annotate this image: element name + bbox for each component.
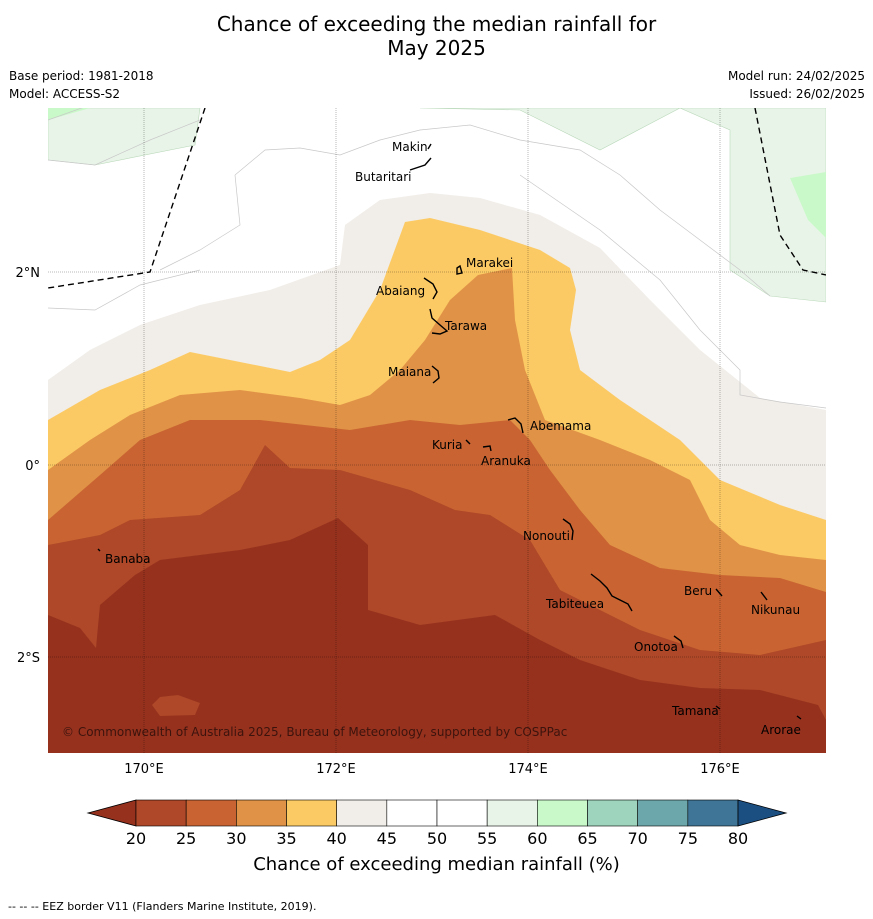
island-kuria bbox=[465, 439, 471, 445]
label-abaiang: Abaiang bbox=[376, 284, 425, 298]
island-abemama bbox=[507, 417, 524, 434]
island-tabiteuea bbox=[590, 573, 633, 612]
eez-border-east bbox=[754, 108, 826, 276]
region-55-60-east bbox=[419, 108, 826, 303]
island-beru bbox=[715, 588, 723, 597]
meta-right: Model run: 24/02/2025 Issued: 26/02/2025 bbox=[728, 67, 865, 103]
label-butaritari: Butaritari bbox=[355, 170, 412, 184]
title-line-1: Chance of exceeding the median rainfall … bbox=[216, 12, 657, 36]
colorbar-tick-45: 45 bbox=[377, 829, 397, 848]
lon-label-174e: 174°E bbox=[508, 762, 548, 777]
island-onotoa bbox=[673, 635, 684, 649]
colorbar-tick-35: 35 bbox=[276, 829, 296, 848]
place-labels: Makin Butaritari Marakei Abaiang Tarawa … bbox=[105, 140, 801, 737]
island-maiana bbox=[431, 365, 440, 384]
model-run: Model run: 24/02/2025 bbox=[727, 69, 865, 83]
label-makin: Makin bbox=[392, 140, 428, 154]
contour-lines bbox=[48, 108, 826, 409]
colorbar-tick-80: 80 bbox=[728, 829, 748, 848]
colorbar: 20 25 30 35 40 45 50 55 60 65 70 75 80 bbox=[86, 799, 788, 848]
colorbar-swatch-25-30 bbox=[185, 799, 237, 827]
island-tamana bbox=[715, 705, 721, 710]
label-tabiteuea: Tabiteuea bbox=[545, 597, 604, 611]
island-coastlines bbox=[97, 143, 802, 720]
label-marakei: Marakei bbox=[466, 256, 513, 270]
model-name: Model: ACCESS-S2 bbox=[9, 87, 121, 101]
label-tarawa: Tarawa bbox=[444, 319, 487, 333]
colorbar-tick-20: 20 bbox=[126, 829, 146, 848]
island-butaritari bbox=[409, 157, 432, 171]
region-60-65-northwest bbox=[48, 108, 90, 120]
colorbar-title: Chance of exceeding median rainfall (%) bbox=[253, 854, 620, 875]
lat-label-2n: 2°N bbox=[16, 266, 41, 281]
island-aranuka bbox=[482, 445, 492, 452]
lat-label-2s: 2°S bbox=[17, 651, 40, 666]
colorbar-tick-30: 30 bbox=[226, 829, 246, 848]
island-tarawa bbox=[429, 308, 449, 335]
copyright-notice: © Commonwealth of Australia 2025, Bureau… bbox=[62, 725, 567, 739]
colorbar-extend-low bbox=[86, 799, 137, 827]
region-20-25-patch bbox=[152, 695, 200, 716]
map-area: Makin Butaritari Marakei Abaiang Tarawa … bbox=[48, 108, 826, 753]
lat-label-0: 0° bbox=[25, 459, 40, 474]
colorbar-swatch-75-80 bbox=[687, 799, 739, 827]
label-nonouti: Nonouti bbox=[523, 529, 570, 543]
base-period: Base period: 1981-2018 bbox=[9, 69, 154, 83]
colorbar-swatch-65-70 bbox=[587, 799, 638, 827]
island-arorae bbox=[796, 715, 802, 720]
colorbar-swatch-50-55 bbox=[436, 799, 488, 827]
label-kuria: Kuria bbox=[432, 438, 463, 452]
colorbar-tick-60: 60 bbox=[527, 829, 547, 848]
lon-label-172e: 172°E bbox=[316, 762, 356, 777]
colorbar-tick-25: 25 bbox=[176, 829, 196, 848]
colorbar-tick-70: 70 bbox=[627, 829, 647, 848]
label-nikunau: Nikunau bbox=[751, 603, 800, 617]
island-nonouti bbox=[562, 518, 574, 541]
meta-left: Base period: 1981-2018 Model: ACCESS-S2 bbox=[9, 67, 154, 103]
label-arorae: Arorae bbox=[761, 723, 801, 737]
label-aranuka: Aranuka bbox=[481, 454, 531, 468]
island-makin bbox=[427, 143, 432, 150]
colorbar-swatch-60-65 bbox=[537, 799, 588, 827]
island-banaba bbox=[97, 548, 101, 552]
eez-border-west bbox=[48, 108, 206, 289]
island-marakei bbox=[456, 264, 463, 275]
axis-labels: 170°E 172°E 174°E 176°E 2°N 0° 2°S bbox=[16, 266, 740, 777]
eez-footnote: -- -- -- EEZ border V11 (Flanders Marine… bbox=[8, 900, 317, 913]
colorbar-swatch-35-40 bbox=[286, 799, 337, 827]
colorbar-tick-65: 65 bbox=[577, 829, 597, 848]
map-title: Chance of exceeding the median rainfall … bbox=[0, 12, 873, 60]
label-tamana: Tamana bbox=[671, 704, 719, 718]
colorbar-tick-50: 50 bbox=[427, 829, 447, 848]
colorbar-extend-high bbox=[737, 799, 788, 827]
colorbar-swatch-20-25 bbox=[135, 799, 187, 827]
colorbar-tick-55: 55 bbox=[477, 829, 497, 848]
colorbar-swatch-45-50 bbox=[386, 799, 438, 827]
label-onotoa: Onotoa bbox=[634, 640, 678, 654]
region-55-60-west bbox=[48, 108, 201, 166]
label-beru: Beru bbox=[684, 584, 712, 598]
colorbar-swatch-30-35 bbox=[236, 799, 287, 827]
region-below-20 bbox=[48, 518, 826, 753]
colorbar-tick-40: 40 bbox=[326, 829, 346, 848]
issued-date: Issued: 26/02/2025 bbox=[749, 87, 865, 101]
title-line-2: May 2025 bbox=[387, 36, 486, 60]
island-nikunau bbox=[760, 591, 768, 601]
colorbar-tick-75: 75 bbox=[678, 829, 698, 848]
colorbar-swatch-55-60 bbox=[486, 799, 538, 827]
lon-label-176e: 176°E bbox=[700, 762, 740, 777]
label-banaba: Banaba bbox=[105, 552, 151, 566]
island-abaiang bbox=[423, 277, 438, 300]
colorbar-swatch-40-45 bbox=[336, 799, 388, 827]
label-maiana: Maiana bbox=[388, 365, 431, 379]
lon-label-170e: 170°E bbox=[124, 762, 164, 777]
label-abemama: Abemama bbox=[530, 419, 591, 433]
colorbar-swatch-70-75 bbox=[637, 799, 689, 827]
region-60-65-east bbox=[790, 172, 826, 238]
